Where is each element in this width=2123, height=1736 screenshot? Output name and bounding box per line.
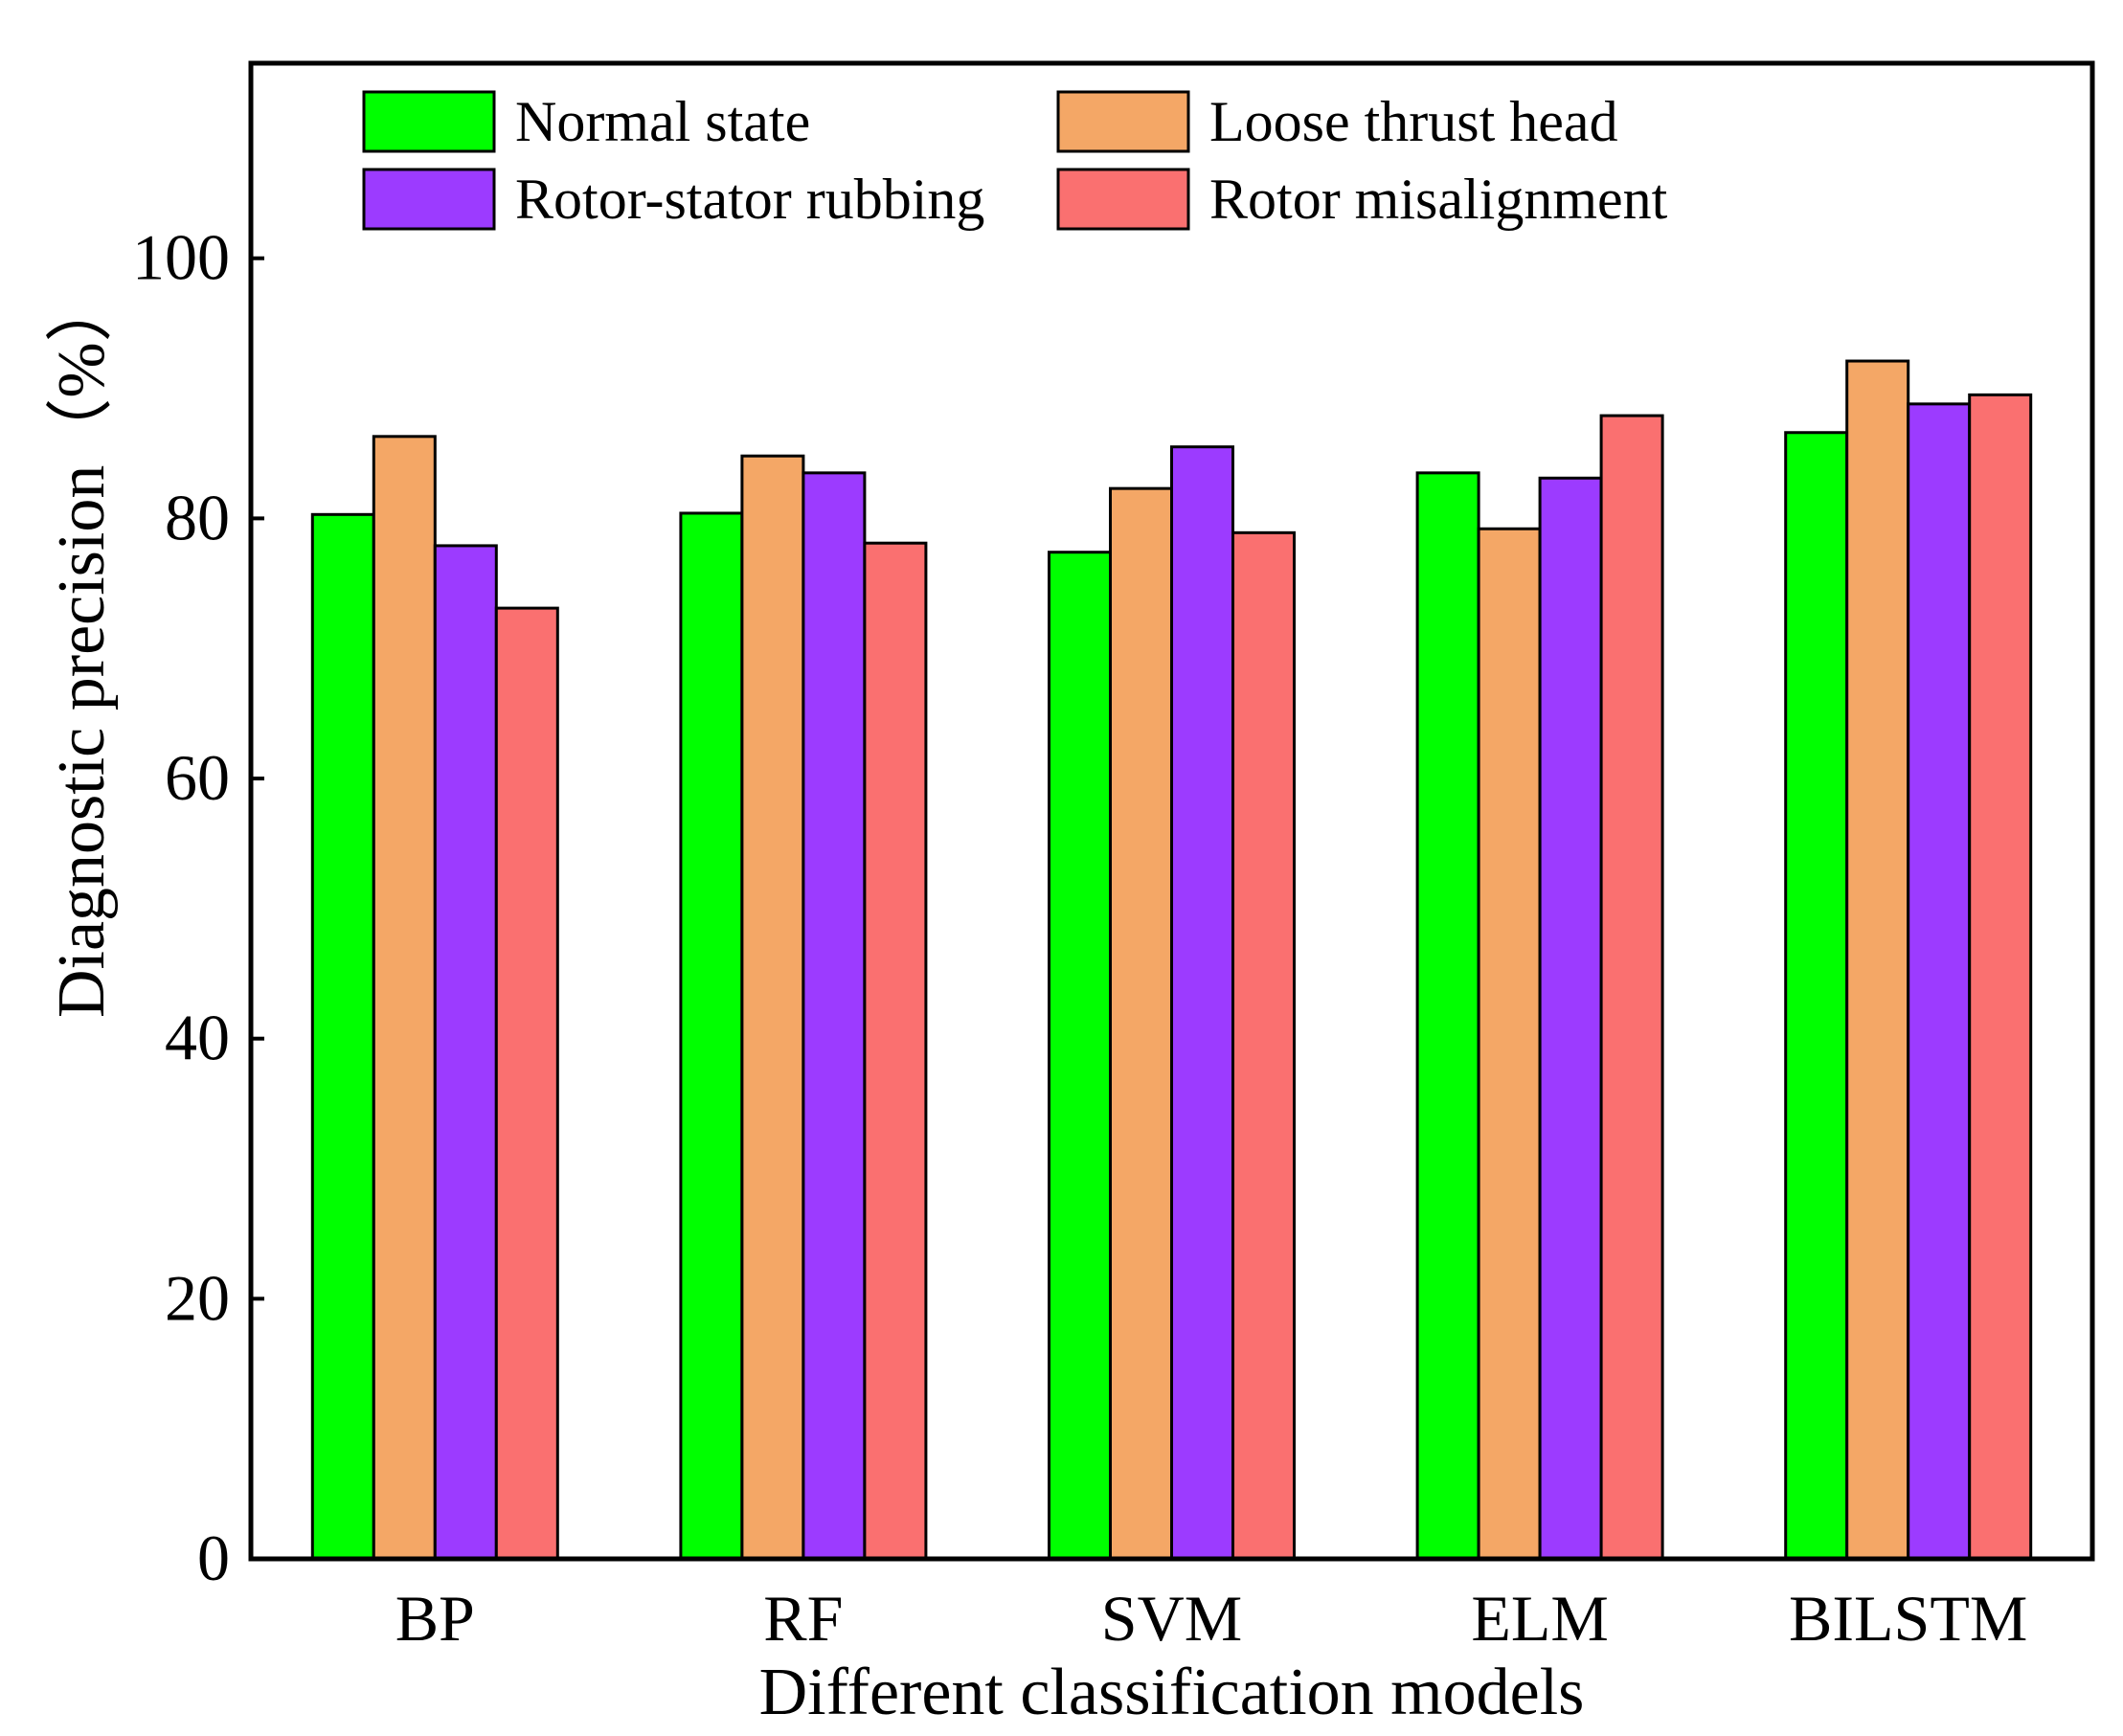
bar-bp-1 [310,512,375,1561]
legend-label: Rotor-stator rubbing [515,168,984,231]
bar-svm-1 [1048,551,1112,1561]
y-tick-label: 20 [165,1261,230,1334]
bar-elm-4 [1599,414,1664,1561]
bar-elm-1 [1415,471,1480,1561]
bar-rf-4 [863,541,928,1561]
y-tick-label: 60 [165,741,230,814]
bar-bilstm-1 [1784,431,1849,1561]
legend-label: Rotor misalignment [1209,168,1668,231]
bar-rf-3 [802,471,867,1561]
bar-elm-3 [1538,476,1603,1561]
legend-swatch [362,90,496,153]
x-tick-label: ELM [1471,1582,1609,1655]
legend-swatch [1056,90,1190,153]
bar-svm-3 [1170,445,1234,1561]
bar-elm-2 [1477,527,1542,1561]
y-tick-label: 40 [165,1002,230,1074]
x-tick-label: BP [395,1582,475,1655]
legend-label: Loose thrust head [1209,90,1618,153]
x-tick-label: BILSTM [1789,1582,2027,1655]
y-axis-title: Diagnostic precision（%） [45,275,119,1018]
x-tick-label: SVM [1101,1582,1242,1655]
y-tick-label: 100 [132,221,230,294]
bars-group [310,359,2033,1561]
bar-bp-2 [372,435,437,1561]
x-axis: BP RF SVM ELM BILSTM [395,1582,2028,1655]
bar-svm-2 [1109,486,1173,1561]
bar-bp-4 [494,606,559,1561]
legend-swatch [1056,168,1190,231]
y-tick-label: 0 [197,1522,230,1594]
bar-bp-3 [433,544,498,1561]
bar-bilstm-4 [1968,393,2033,1561]
x-axis-title: Different classification models [759,1656,1585,1729]
bar-bilstm-2 [1845,359,1910,1561]
bar-rf-1 [679,511,744,1561]
bar-rf-2 [740,454,805,1561]
legend: Normal state Loose thrust head Rotor-stato… [362,90,1668,231]
legend-swatch [362,168,496,231]
y-axis: 0 20 40 60 80 100 [132,221,264,1594]
legend-label: Normal state [515,90,810,153]
x-tick-label: RF [763,1582,843,1655]
y-tick-label: 80 [165,481,230,553]
bar-svm-4 [1231,530,1296,1561]
plot-frame [248,60,2095,1562]
bar-bilstm-3 [1907,402,1972,1561]
